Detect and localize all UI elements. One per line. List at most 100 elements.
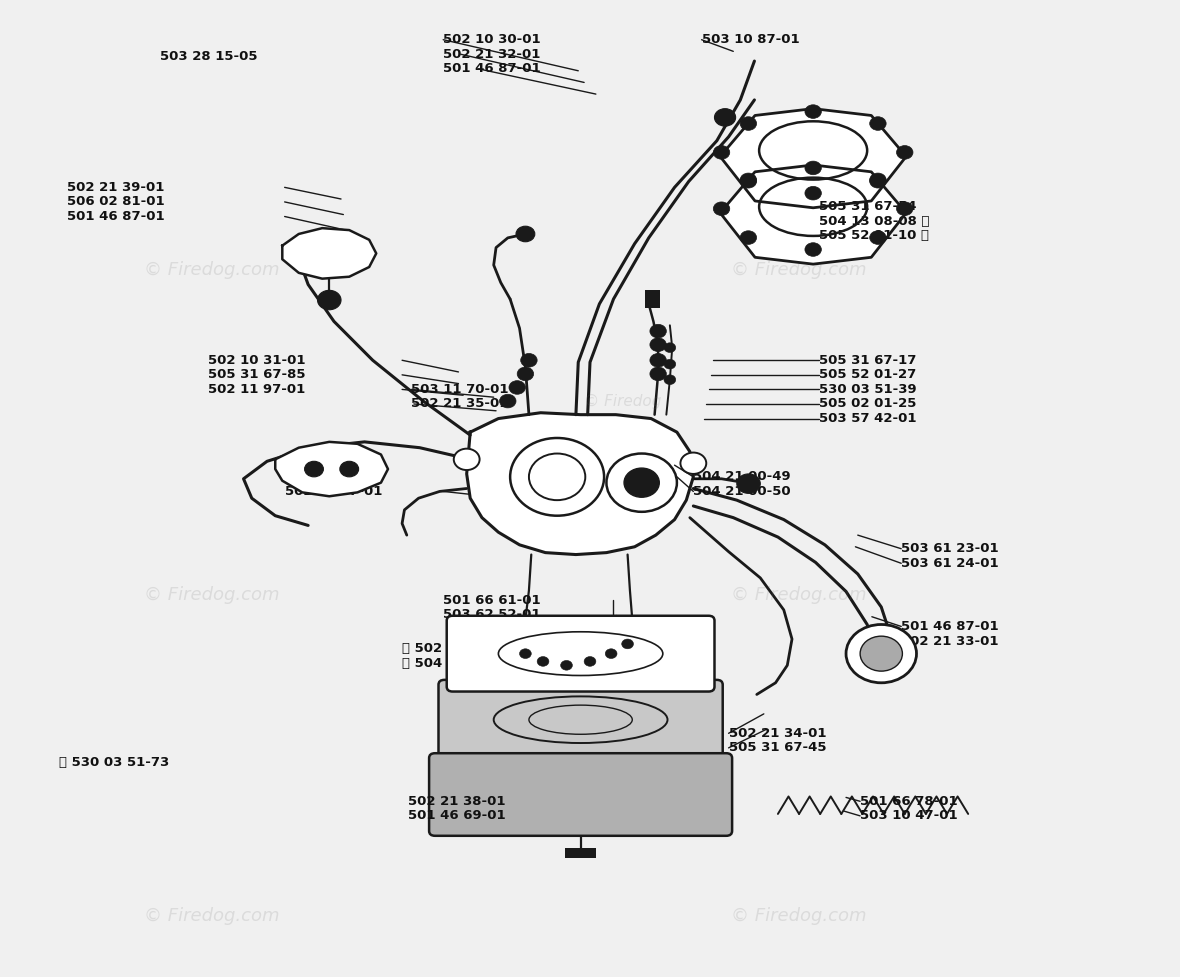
Polygon shape (282, 229, 376, 278)
Text: ⓘ 504 13 09-06: ⓘ 504 13 09-06 (402, 657, 512, 670)
Text: 502 21 38-01: 502 21 38-01 (408, 795, 505, 808)
Text: 504 13 08-08 ⓘ: 504 13 08-08 ⓘ (819, 215, 930, 228)
Circle shape (605, 649, 617, 658)
Text: ⓘ 502 21 36-01: ⓘ 502 21 36-01 (402, 642, 512, 656)
Bar (645, 290, 661, 308)
Circle shape (519, 649, 531, 658)
Text: 502 11 97-01: 502 11 97-01 (209, 383, 306, 396)
Circle shape (509, 381, 525, 395)
Circle shape (622, 639, 634, 649)
Text: 505 02 01-25: 505 02 01-25 (819, 398, 917, 410)
Circle shape (650, 338, 667, 352)
Circle shape (624, 468, 660, 497)
Circle shape (317, 290, 341, 310)
FancyBboxPatch shape (439, 680, 722, 759)
Circle shape (560, 660, 572, 670)
Circle shape (870, 175, 886, 188)
Polygon shape (275, 442, 388, 496)
Circle shape (510, 438, 604, 516)
Text: 502 10 30-01: 502 10 30-01 (444, 33, 540, 46)
Text: ⓘ 530 03 51-73: ⓘ 530 03 51-73 (59, 756, 170, 769)
Text: 503 11 70-01: 503 11 70-01 (412, 383, 509, 396)
Circle shape (584, 657, 596, 666)
Circle shape (714, 202, 729, 216)
Circle shape (517, 367, 533, 381)
Text: 501 46 69-01: 501 46 69-01 (408, 809, 505, 823)
Text: 501 66 61-01: 501 66 61-01 (444, 594, 540, 607)
Circle shape (805, 187, 821, 200)
Text: 505 31 67-45: 505 31 67-45 (728, 742, 826, 754)
Text: 502 10 31-01: 502 10 31-01 (209, 354, 306, 366)
Text: 502 21 32-01: 502 21 32-01 (444, 48, 540, 61)
Circle shape (740, 231, 756, 244)
Text: 503 62 52-01: 503 62 52-01 (444, 609, 540, 621)
Circle shape (740, 116, 756, 130)
Text: © Firedog.com: © Firedog.com (730, 907, 866, 925)
Text: 503 61 24-01: 503 61 24-01 (902, 557, 998, 570)
Text: 530 03 51-39: 530 03 51-39 (819, 383, 917, 396)
Text: 505 31 67-85: 505 31 67-85 (209, 368, 306, 381)
Text: © Firedog.com: © Firedog.com (144, 586, 280, 605)
Circle shape (870, 116, 886, 130)
Circle shape (715, 108, 735, 126)
Circle shape (736, 474, 760, 493)
Text: 501 46 87-01: 501 46 87-01 (902, 620, 998, 633)
Circle shape (650, 324, 667, 338)
Text: 504 21 00-50: 504 21 00-50 (694, 485, 791, 498)
Circle shape (897, 146, 913, 159)
Text: 501 66 78-01: 501 66 78-01 (860, 795, 958, 808)
Text: 502 21 34-01: 502 21 34-01 (728, 727, 826, 740)
Circle shape (340, 461, 359, 477)
Circle shape (304, 461, 323, 477)
Text: © Firedog.com: © Firedog.com (730, 261, 866, 278)
Circle shape (650, 354, 667, 367)
Circle shape (664, 343, 676, 353)
Text: 503 61 23-01: 503 61 23-01 (902, 542, 998, 555)
Circle shape (537, 657, 549, 666)
Circle shape (860, 636, 903, 671)
Polygon shape (466, 412, 694, 555)
Circle shape (520, 354, 537, 367)
Text: 502 21 39-01: 502 21 39-01 (67, 181, 165, 193)
Circle shape (740, 173, 756, 187)
Circle shape (897, 202, 913, 216)
Text: 503 10 87-01: 503 10 87-01 (702, 33, 799, 46)
Circle shape (740, 175, 756, 188)
Text: 505 31 67-17: 505 31 67-17 (819, 354, 917, 366)
Circle shape (607, 453, 677, 512)
Text: 503 57 42-01: 503 57 42-01 (819, 412, 917, 425)
Circle shape (870, 173, 886, 187)
Circle shape (805, 161, 821, 175)
Circle shape (664, 360, 676, 369)
Circle shape (499, 395, 516, 407)
Circle shape (714, 146, 729, 159)
Text: 505 31 67-54: 505 31 67-54 (819, 200, 917, 213)
Circle shape (805, 242, 821, 256)
Circle shape (805, 105, 821, 118)
Circle shape (681, 452, 707, 474)
Text: 503 28 15-05: 503 28 15-05 (159, 50, 257, 63)
Text: © Firedog.com: © Firedog.com (144, 261, 280, 278)
FancyBboxPatch shape (447, 616, 715, 692)
Text: 504 21 00-49: 504 21 00-49 (694, 470, 791, 484)
FancyBboxPatch shape (430, 753, 732, 835)
Circle shape (650, 367, 667, 381)
Bar (565, 848, 596, 858)
Polygon shape (720, 165, 906, 264)
Text: 502 21 33-01: 502 21 33-01 (902, 634, 998, 648)
Text: 502 21 35-01: 502 21 35-01 (412, 398, 509, 410)
Text: © Firedog.com: © Firedog.com (730, 586, 866, 605)
Circle shape (454, 448, 479, 470)
Circle shape (846, 624, 917, 683)
Text: © Firedog.com: © Firedog.com (144, 907, 280, 925)
Text: 502 21 37-01: 502 21 37-01 (284, 485, 382, 498)
Text: 501 46 87-01: 501 46 87-01 (67, 210, 165, 223)
Text: 505 52 01-10 ⓘ: 505 52 01-10 ⓘ (819, 230, 929, 242)
Text: 506 02 81-01: 506 02 81-01 (67, 195, 165, 208)
Circle shape (664, 375, 676, 385)
Text: 505 52 01-27: 505 52 01-27 (819, 368, 916, 381)
Circle shape (516, 227, 535, 241)
Text: © Firedog: © Firedog (584, 394, 662, 408)
Circle shape (870, 231, 886, 244)
Text: 503 10 47-01: 503 10 47-01 (860, 809, 958, 823)
